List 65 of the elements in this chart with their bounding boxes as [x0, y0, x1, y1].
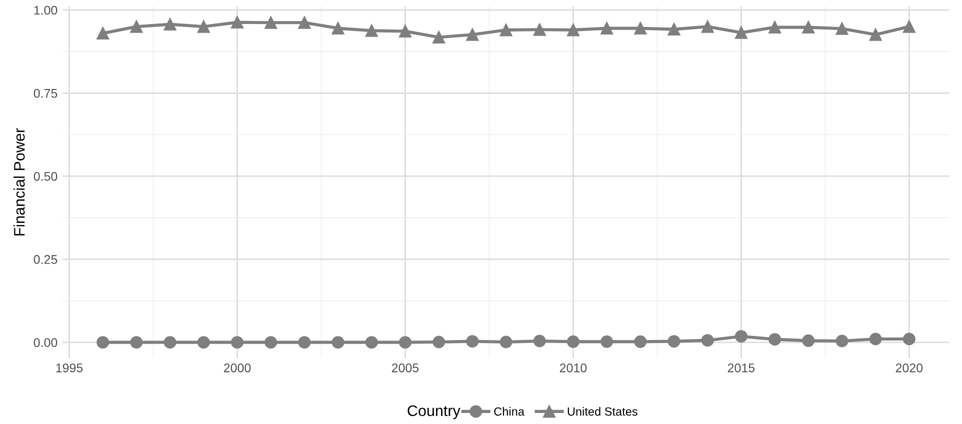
point: [533, 23, 546, 36]
point: [164, 18, 176, 31]
y-tick-label: 0.50: [34, 172, 58, 181]
x-tick-label: 2000: [224, 363, 251, 372]
point: [902, 332, 916, 346]
point: [869, 332, 882, 346]
point: [466, 28, 479, 41]
point: [768, 333, 782, 346]
point: [600, 22, 614, 35]
point: [533, 334, 546, 348]
point: [902, 20, 916, 33]
point: [836, 334, 848, 348]
x-tick-label: 2015: [728, 363, 755, 372]
point: [230, 336, 244, 349]
point: [566, 335, 580, 348]
point: [432, 336, 446, 348]
x-tick-label: 2020: [896, 363, 923, 372]
legend-label: China: [494, 407, 524, 416]
point: [701, 334, 714, 347]
legend-label: United States: [568, 407, 638, 416]
x-tick-label: 1995: [56, 363, 83, 372]
point: [634, 22, 647, 35]
point: [164, 336, 176, 349]
point: [634, 335, 647, 348]
point: [130, 20, 143, 33]
point: [802, 21, 815, 34]
point: [332, 22, 344, 35]
point: [500, 24, 512, 36]
point: [734, 26, 748, 39]
y-axis-title: Financial Power: [14, 128, 25, 236]
point: [432, 31, 446, 44]
legend-title: Country: [408, 405, 460, 420]
point: [668, 335, 680, 348]
point: [869, 28, 882, 41]
point: [734, 330, 748, 343]
point: [96, 27, 110, 40]
point: [365, 24, 378, 37]
point: [768, 21, 782, 34]
point: [466, 335, 479, 348]
point: [398, 25, 412, 38]
point: [230, 16, 244, 29]
point: [566, 24, 580, 36]
point: [264, 16, 278, 29]
point: [365, 336, 378, 349]
point: [668, 23, 680, 36]
point: [96, 336, 110, 349]
point: [197, 336, 210, 349]
point: [600, 335, 614, 348]
y-tick-label: 0.75: [34, 88, 58, 98]
y-tick-label: 1.00: [34, 6, 58, 15]
point: [500, 336, 512, 348]
point: [836, 22, 848, 35]
x-tick-label: 2005: [392, 363, 419, 372]
y-tick-label: 0.25: [34, 255, 58, 264]
y-tick-label: 0.00: [34, 338, 58, 347]
point: [298, 336, 311, 349]
point: [197, 20, 210, 33]
point: [398, 336, 412, 349]
point: [298, 16, 311, 29]
point: [332, 336, 344, 349]
point: [701, 20, 714, 33]
point: [802, 334, 815, 347]
point: [264, 336, 278, 349]
point: [130, 336, 143, 349]
x-tick-label: 2010: [560, 363, 587, 372]
